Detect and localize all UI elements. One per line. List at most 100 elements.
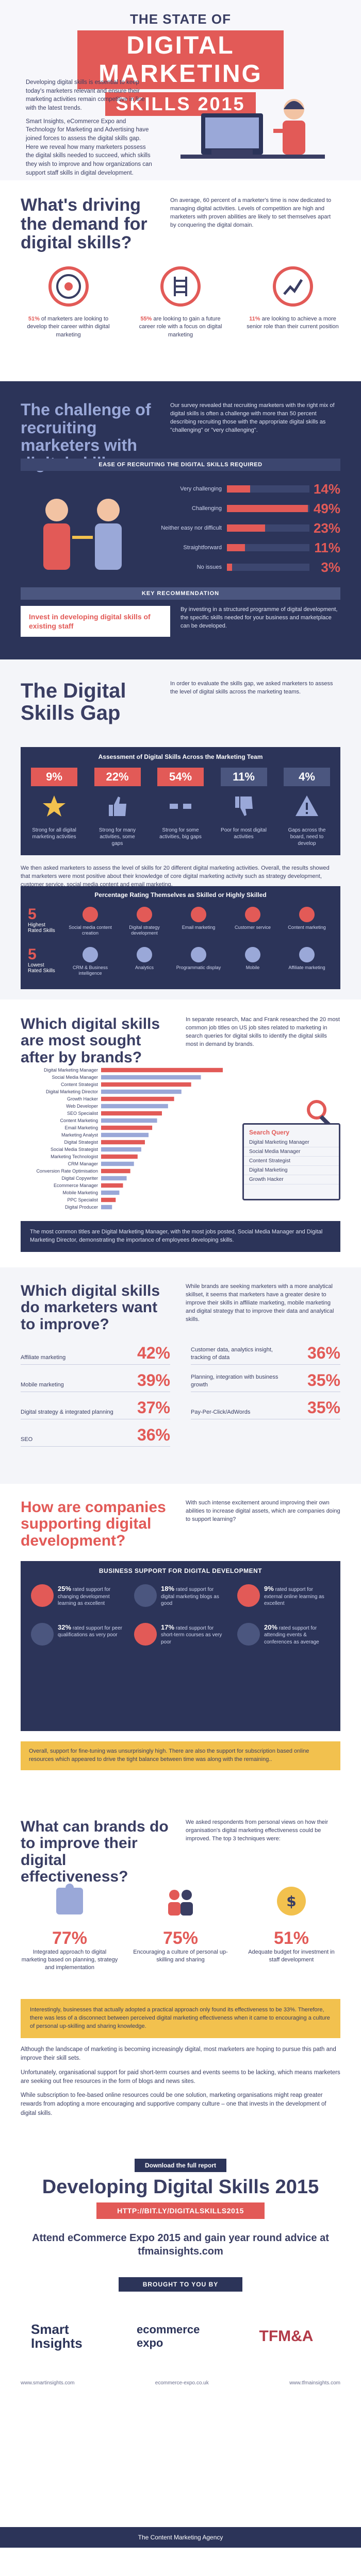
skill-item: Affiliate marketing [284, 947, 330, 976]
search-item: Digital Marketing Manager [244, 1138, 339, 1147]
skill-icon [245, 907, 260, 922]
smart-insights-logo[interactable]: Smart Insights [31, 2321, 83, 2351]
technique-item: $51% Adequate budget for investment in st… [242, 1880, 340, 1972]
support-note: Overall, support for fine-tuning was uns… [21, 1741, 340, 1770]
assessment-value: 22% [94, 768, 141, 786]
improve-section: Which digital skills do marketers want t… [0, 1267, 361, 1484]
technique-label: Encouraging a culture of personal up-ski… [133, 1949, 228, 1963]
assessment-column: 54% Strong for some activities, big gaps [157, 768, 204, 847]
improve-label: Digital strategy & integrated planning [21, 1409, 113, 1415]
ecommerce-expo-logo[interactable]: ecommerce expo [137, 2323, 200, 2349]
section-title: The challenge of recruiting marketers wi… [21, 400, 151, 472]
section-text: Our survey revealed that recruiting mark… [170, 402, 335, 433]
partner-link[interactable]: www.smartinsights.com [21, 2380, 75, 2386]
rating-panel: Percentage Rating Themselves as Skilled … [21, 886, 340, 989]
category-label: Ecommerce Manager [54, 1183, 98, 1188]
highest-title: Highest Rated Skills [28, 922, 55, 934]
skill-item: Email marketing [175, 907, 222, 936]
gap-icon [170, 804, 191, 809]
report-link[interactable]: HTTP://BIT.LY/DIGITALSKILLS2015 [96, 2202, 265, 2219]
category-label: CRM Manager [68, 1161, 98, 1166]
category-label: Social Media Strategist [51, 1147, 99, 1152]
section-text: On average, 60 percent of a marketer's t… [170, 197, 332, 228]
skill-icon [299, 947, 315, 962]
skill-icon [137, 907, 152, 922]
improve-label: Planning, integration with business grow… [191, 1374, 278, 1388]
intro-text: Developing digital skills is essential t… [26, 78, 155, 180]
skill-item: Analytics [121, 947, 168, 976]
bar [101, 1067, 223, 1073]
skills-gap-section: The Digital Skills Gap In order to evalu… [0, 659, 361, 999]
bar [101, 1168, 130, 1174]
lowest-count: 5 [28, 946, 37, 963]
stat-text: 11% are looking to achieve a more senior… [247, 316, 339, 330]
skill-label: Mobile [245, 965, 260, 970]
bar [101, 1089, 182, 1094]
tfma-logo[interactable]: TFM&A [259, 2328, 314, 2345]
section-text: While brands are seeking marketers with … [186, 1283, 334, 1323]
bar-label: Neither easy nor difficult [161, 525, 222, 531]
key-recommendation-heading: KEY RECOMMENDATION [21, 587, 340, 600]
partner-links: www.smartinsights.com ecommerce-expo.co.… [21, 2380, 340, 2386]
category-label: Marketing Technologist [51, 1154, 98, 1159]
bar [101, 1111, 162, 1116]
category-label: Email Marketing [64, 1125, 98, 1130]
title: THE STATE OF DIGITAL MARKETING SKILLS 20… [77, 11, 284, 116]
partner-link[interactable]: www.tfmainsights.com [289, 2380, 340, 2386]
lowest-title: Lowest Rated Skills [28, 962, 55, 974]
improve-value: 39% [137, 1371, 170, 1389]
improve-label: SEO [21, 1436, 33, 1443]
bar-track [227, 485, 309, 493]
support-text: 9% rated support for external online lea… [264, 1585, 324, 1607]
bar-value: 14% [313, 481, 340, 497]
demand-section: What's driving the demand for digital sk… [0, 180, 361, 381]
intro-paragraph: Smart Insights, eCommerce Expo and Techn… [26, 118, 152, 176]
skill-item: Customer service [229, 907, 276, 936]
support-item: 18% rated support for digital marketing … [134, 1584, 227, 1607]
skill-item: Programmatic display [175, 947, 222, 976]
bar [101, 1197, 116, 1202]
skill-icon [245, 947, 260, 962]
improve-item: Affiliate marketing 42% [21, 1345, 170, 1365]
assessment-label: Gaps across the board, need to develop [288, 827, 326, 846]
search-item: Content Strategist [244, 1157, 339, 1166]
brought-by-label: BROUGHT TO YOU BY [119, 2277, 242, 2292]
skill-label: Customer service [234, 925, 271, 930]
section-text: We asked respondents from personal views… [186, 1819, 329, 1842]
assessment-label: Strong for all digital marketing activit… [32, 827, 76, 840]
search-item: Social Media Manager [244, 1147, 339, 1157]
technique-value: 75% [162, 1928, 199, 1948]
bar [101, 1176, 127, 1181]
title-line-2: DIGITAL MARKETING [77, 30, 284, 89]
highest-label: 5 Highest Rated Skills [28, 907, 59, 934]
technique-stats: 77% Integrated approach to digital market… [21, 1880, 340, 1972]
improve-item: Mobile marketing 39% [21, 1372, 170, 1392]
improve-item: SEO 36% [21, 1427, 170, 1447]
assessment-column: 9% Strong for all digital marketing activ… [31, 768, 77, 847]
bar-row: Challenging 49% [155, 499, 340, 518]
thumbs-up-icon [108, 796, 126, 816]
skill-label: CRM & Business intelligence [72, 965, 108, 976]
category-label: Marketing Analyst [61, 1132, 99, 1138]
bar-row: Very challenging 14% [155, 479, 340, 499]
growth-icon [272, 266, 313, 307]
search-item: Growth Hacker [244, 1175, 339, 1184]
recruit-section: The challenge of recruiting marketers wi… [0, 381, 361, 659]
improve-label: Customer data, analytics insight, tracki… [191, 1347, 273, 1361]
report-title: Developing Digital Skills 2015 [42, 2176, 319, 2198]
marketer-illustration [180, 99, 325, 159]
job-titles-chart: Digital Marketing Manager Social Media Ma… [36, 1067, 223, 1210]
bar-row: No issues 3% [155, 557, 340, 577]
partner-link[interactable]: ecommerce-expo.co.uk [155, 2380, 209, 2386]
support-icon [31, 1584, 54, 1607]
category-label: Digital Producer [65, 1205, 98, 1210]
section-title: What can brands do to improve their digi… [21, 1818, 169, 1886]
footer: BROUGHT TO YOU BY Smart Insights ecommer… [0, 2267, 361, 2548]
category-label: Growth Hacker [67, 1096, 98, 1101]
category-label: Digital Marketing Manager [44, 1067, 98, 1073]
support-icon [237, 1584, 260, 1607]
panel-title: Assessment of Digital Skills Across the … [98, 753, 263, 760]
ease-heading: EASE OF RECRUITING THE DIGITAL SKILLS RE… [21, 459, 340, 471]
skill-icon [83, 907, 98, 922]
